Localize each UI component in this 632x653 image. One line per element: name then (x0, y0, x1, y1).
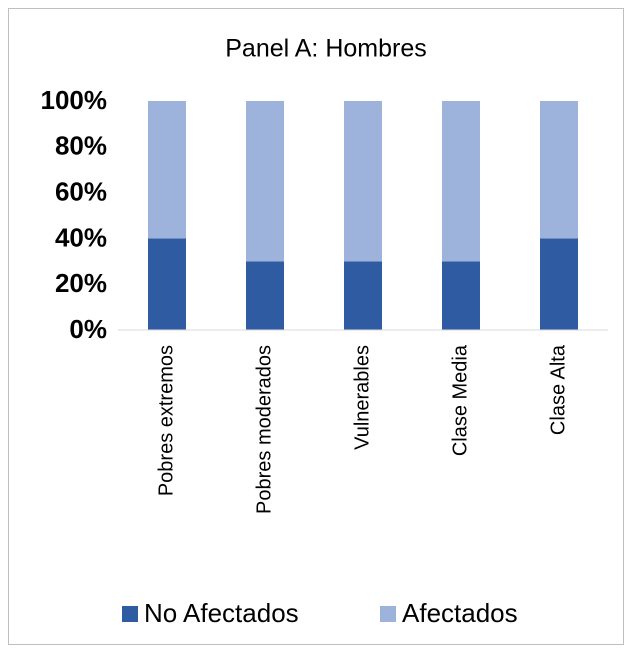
bar-segment (442, 101, 480, 262)
bar-segment (540, 238, 578, 330)
bar-segment (540, 101, 578, 239)
legend-swatch (380, 606, 396, 622)
x-tick-label: Vulnerables (351, 345, 373, 450)
legend-label: Afectados (402, 598, 518, 628)
legend-label: No Afectados (144, 598, 299, 628)
bar-segment (148, 238, 186, 330)
y-tick-label: 20% (55, 268, 107, 298)
bar-segment (344, 261, 382, 330)
bar-segment (246, 101, 284, 262)
y-tick-label: 80% (55, 131, 107, 161)
bar-segment (344, 101, 382, 262)
bar-segment (148, 101, 186, 239)
chart-title: Panel A: Hombres (225, 35, 427, 63)
bar-segment (442, 261, 480, 330)
y-tick-label: 40% (55, 222, 107, 252)
x-tick-label: Clase Alta (547, 344, 569, 435)
x-tick-label: Pobres extremos (155, 345, 177, 496)
chart-border (8, 8, 624, 645)
bar-segment (246, 261, 284, 330)
y-tick-label: 60% (55, 176, 107, 206)
x-tick-label: Pobres moderados (253, 345, 275, 514)
y-tick-label: 0% (69, 314, 107, 344)
y-tick-label: 100% (41, 85, 108, 115)
x-tick-label: Clase Media (449, 344, 471, 456)
legend-swatch (122, 606, 138, 622)
